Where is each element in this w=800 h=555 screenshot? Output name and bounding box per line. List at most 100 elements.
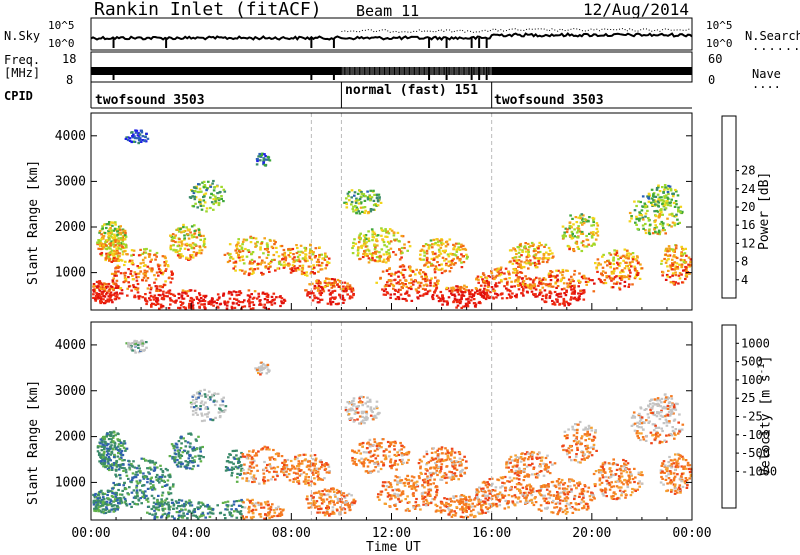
power-echo-cell (304, 247, 307, 249)
power-echo-cell (164, 280, 167, 282)
power-echo-cell (628, 269, 631, 271)
power-echo-cell (131, 135, 134, 137)
freq-band-mark (403, 67, 404, 75)
power-echo-cell (328, 289, 331, 291)
velocity-echo-cell (172, 508, 175, 510)
power-echo-cell (523, 280, 526, 282)
power-echo-cell (294, 267, 297, 269)
power-echo-cell (578, 272, 581, 274)
power-colorbar-tick-label: 4 (741, 273, 748, 287)
velocity-echo-cell (125, 488, 128, 490)
velocity-echo-cell (272, 449, 275, 451)
velocity-echo-cell (177, 505, 180, 507)
power-echo-cell (426, 259, 429, 261)
velocity-echo-cell (209, 418, 212, 420)
velocity-echo-cell (112, 500, 115, 502)
power-echo-cell (650, 202, 653, 204)
power-echo-cell (381, 248, 384, 250)
power-echo-cell (360, 196, 363, 198)
power-echo-cell (155, 278, 158, 280)
freq-band-mark (370, 67, 371, 75)
power-echo-cell (417, 281, 420, 283)
power-echo-cell (677, 282, 680, 284)
power-echo-cell (495, 282, 498, 284)
power-echo-cell (172, 233, 175, 235)
power-echo-cell (445, 245, 448, 247)
velocity-echo-cell (186, 452, 189, 454)
power-echo-cell (278, 255, 281, 257)
power-echo-cell (535, 266, 538, 268)
power-echo-cell (393, 293, 396, 295)
power-echo-cell (111, 301, 114, 303)
velocity-echo-cell (146, 481, 149, 483)
velocity-echo-cell (193, 394, 196, 396)
power-echo-cell (179, 248, 182, 250)
power-echo-cell (406, 250, 409, 252)
power-echo-cell (573, 273, 576, 275)
velocity-echo-cell (279, 508, 282, 510)
power-echo-cell (574, 270, 577, 272)
velocity-echo-cell (320, 497, 323, 499)
power-echo-cell (239, 301, 242, 303)
velocity-echo-cell (307, 479, 310, 481)
velocity-echo-cell (231, 467, 234, 469)
power-echo-cell (661, 221, 664, 223)
velocity-echo-cell (130, 506, 133, 508)
power-echo-cell (345, 290, 348, 292)
velocity-echo-cell (161, 486, 164, 488)
velocity-echo-cell (131, 479, 134, 481)
power-echo-cell (571, 231, 574, 233)
power-echo-cell (433, 291, 436, 293)
power-echo-cell (436, 287, 439, 289)
power-echo-cell (658, 215, 661, 217)
velocity-echo-cell (165, 468, 168, 470)
freq-band-mark (467, 67, 468, 75)
power-echo-cell (412, 271, 415, 273)
power-echo-cell (282, 258, 285, 260)
power-echo-cell (456, 257, 459, 259)
velocity-echo-cell (284, 460, 287, 462)
velocity-echo-cell (195, 412, 198, 414)
power-echo-cell (203, 199, 206, 201)
power-echo-cell (434, 277, 437, 279)
velocity-echo-cell (183, 515, 186, 517)
power-echo-cell (665, 262, 668, 264)
power-echo-cell (131, 249, 134, 251)
power-echo-cell (103, 235, 106, 237)
velocity-echo-cell (272, 476, 275, 478)
power-echo-cell (670, 225, 673, 227)
power-echo-cell (143, 140, 146, 142)
power-echo-cell (328, 262, 331, 264)
power-echo-cell (451, 290, 454, 292)
power-echo-cell (666, 197, 669, 199)
power-echo-cell (422, 278, 425, 280)
power-echo-cell (346, 283, 349, 285)
power-echo-cell (214, 200, 217, 202)
velocity-echo-cell (101, 441, 104, 443)
power-echo-cell (543, 300, 546, 302)
power-echo-cell (538, 242, 541, 244)
velocity-echo-cell (317, 473, 320, 475)
power-echo-cell (118, 252, 121, 254)
power-echo-cell (521, 286, 524, 288)
power-echo-cell (601, 256, 604, 258)
velocity-echo-cell (258, 513, 261, 515)
power-echo-cell (266, 246, 269, 248)
velocity-echo-cell (244, 506, 247, 508)
freq-band-mark (483, 67, 484, 75)
power-echo-cell (422, 288, 425, 290)
power-echo-cell (315, 247, 318, 249)
power-echo-cell (158, 308, 161, 310)
power-echo-cell (627, 286, 630, 288)
velocity-echo-cell (195, 401, 198, 403)
velocity-echo-cell (164, 485, 167, 487)
power-echo-cell (492, 296, 495, 298)
power-echo-cell (477, 282, 480, 284)
velocity-echo-cell (320, 508, 323, 510)
freq-band-mark (453, 67, 454, 75)
power-echo-cell (612, 278, 615, 280)
velocity-echo-cell (188, 502, 191, 504)
power-echo-cell (103, 224, 106, 226)
velocity-echo-cell (116, 508, 119, 510)
velocity-echo-cell (171, 515, 174, 517)
